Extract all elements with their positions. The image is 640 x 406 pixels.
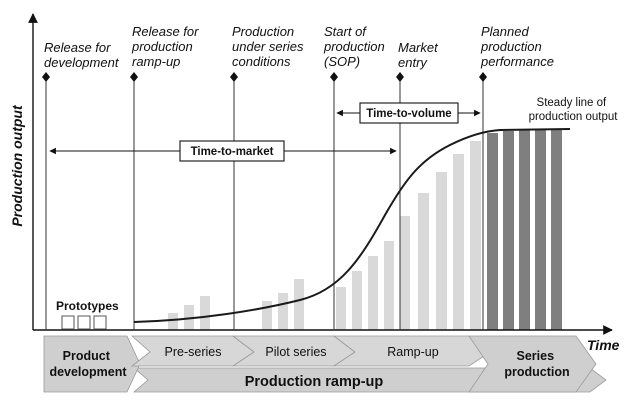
- milestone-diamond-icon: [330, 72, 338, 82]
- ramp-output-bar: [278, 293, 288, 330]
- ramp-output-bar: [262, 301, 272, 330]
- phase-product-development: [43, 335, 141, 393]
- phase-ramp-up-label: Ramp-up: [387, 345, 438, 359]
- milestone-diamond-icon: [479, 72, 487, 82]
- y-axis-label: Production output: [9, 104, 25, 227]
- milestone-sop: Start of production (SOP): [323, 24, 388, 69]
- prototype-unit-icon: [61, 315, 75, 330]
- phase-series-production: [468, 335, 597, 393]
- ramp-output-bar: [168, 313, 178, 330]
- series-output-bar: [519, 130, 530, 330]
- steady-line-annotation: Steady line of production output: [529, 97, 619, 123]
- series-output-bar: [535, 130, 546, 330]
- milestone-diamond-icon: [130, 72, 138, 82]
- ramp-output-bar: [400, 216, 410, 330]
- ramp-output-bar: [470, 141, 481, 330]
- milestone-release-ramp-up: Release for production ramp-up: [131, 24, 202, 69]
- phase-series-production-label: Series production: [504, 349, 569, 379]
- prototype-unit-icon: [77, 315, 91, 330]
- ramp-output-bar: [352, 271, 362, 330]
- ramp-output-bar: [368, 256, 378, 330]
- milestone-diamond-icon: [230, 72, 238, 82]
- milestone-planned-performance: Planned production performance: [480, 24, 554, 69]
- ramp-output-bar: [418, 193, 429, 330]
- milestone-diamond-icon: [42, 72, 50, 82]
- phase-product-development-label: Product development: [49, 349, 127, 379]
- production-ramp-up-label: Production ramp-up: [245, 374, 384, 390]
- phase-pre-series-label: Pre-series: [165, 345, 222, 359]
- milestone-diamond-icon: [396, 72, 404, 82]
- x-axis-label: Time: [587, 337, 620, 353]
- milestone-market-entry: Market entry: [398, 40, 441, 70]
- prototype-unit-icon: [93, 315, 107, 330]
- time-to-volume-box: [359, 102, 459, 124]
- ramp-output-bar: [453, 154, 464, 330]
- ramp-output-bar: [294, 279, 304, 330]
- phase-pilot-series-label: Pilot series: [265, 345, 326, 359]
- ramp-output-bar: [184, 305, 194, 330]
- series-output-bar: [487, 133, 498, 330]
- milestone-series-conditions: Production under series conditions: [232, 24, 307, 69]
- time-to-market-label: Time-to-market: [191, 146, 274, 158]
- ramp-output-bar: [436, 172, 447, 330]
- prototypes-label: Prototypes: [56, 299, 119, 313]
- production-bars: [168, 129, 562, 330]
- production-output-curve: [133, 128, 571, 323]
- time-to-market-box: [179, 140, 285, 162]
- ramp-output-bar: [384, 241, 394, 330]
- milestone-release-development: Release for development: [44, 40, 120, 70]
- series-output-bar: [503, 131, 514, 330]
- series-output-bar: [551, 129, 562, 330]
- ramp-output-bar: [200, 296, 210, 330]
- time-to-volume-label: Time-to-volume: [366, 108, 451, 120]
- ramp-output-bar: [336, 287, 346, 330]
